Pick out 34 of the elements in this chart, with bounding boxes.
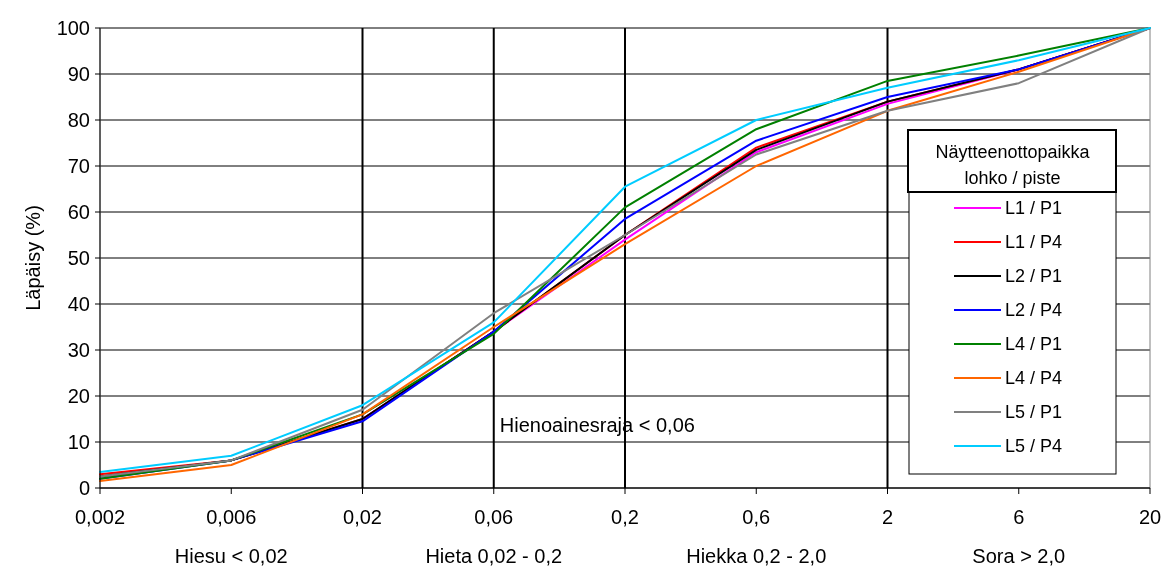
y-tick-label: 40 bbox=[67, 293, 90, 315]
legend-label: L5 / P1 bbox=[1005, 402, 1063, 423]
text: Hieta 0,02 - 0,2 bbox=[425, 545, 563, 567]
y-tick-label: 100 bbox=[56, 17, 90, 39]
x-tick-label: 2 bbox=[881, 506, 894, 528]
x-tick-label: 0,2 bbox=[611, 506, 639, 528]
legend-label: L4 / P1 bbox=[1005, 334, 1063, 355]
legend-label: L2 / P4 bbox=[1005, 300, 1063, 321]
legend-label: L4 / P4 bbox=[1005, 368, 1063, 389]
legend-title: Näytteenottopaikka lohko / piste bbox=[935, 142, 1091, 188]
legend-label: L5 / P4 bbox=[1005, 436, 1063, 457]
x-tick-label: 20 bbox=[1138, 506, 1162, 528]
y-tick-label: 50 bbox=[67, 247, 90, 269]
legend-label: L2 / P1 bbox=[1005, 266, 1063, 287]
text: Sora > 2,0 bbox=[972, 545, 1066, 567]
y-tick-label: 10 bbox=[67, 431, 90, 453]
y-tick-label: 30 bbox=[67, 339, 90, 361]
y-axis-title: Läpäisy (%) bbox=[22, 205, 44, 311]
y-tick-label: 90 bbox=[67, 63, 90, 85]
y-tick-label: 80 bbox=[67, 109, 90, 131]
legend-label: L1 / P4 bbox=[1005, 232, 1063, 253]
x-tick-label: 0,02 bbox=[343, 506, 382, 528]
x-tick-label: 0,06 bbox=[474, 506, 514, 528]
text: Hiesu < 0,02 bbox=[174, 545, 288, 567]
x-tick-label: 0,6 bbox=[742, 506, 771, 528]
x-tick-label: 6 bbox=[1013, 506, 1025, 528]
y-tick-label: 20 bbox=[67, 385, 90, 407]
y-tick-label: 0 bbox=[78, 477, 90, 499]
text: Hiekka 0,2 - 2,0 bbox=[686, 545, 827, 567]
x-tick-label: 0,002 bbox=[74, 506, 126, 528]
x-tick-label: 0,006 bbox=[206, 506, 257, 528]
y-tick-label: 70 bbox=[67, 155, 90, 177]
legend-label: L1 / P1 bbox=[1005, 198, 1063, 219]
y-tick-label: 60 bbox=[67, 201, 90, 223]
